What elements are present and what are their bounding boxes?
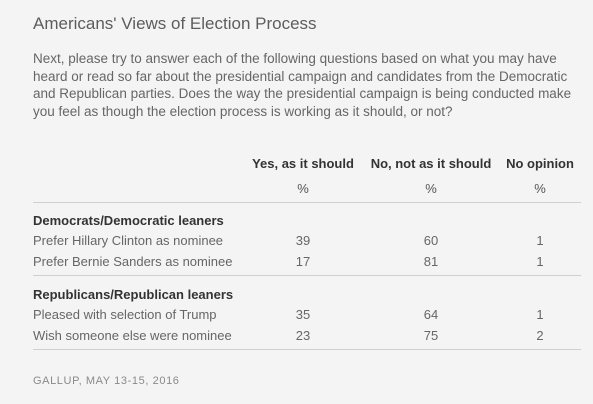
value-no: 81 <box>423 254 439 269</box>
divider <box>33 346 581 350</box>
value-no-opinion: 2 <box>536 328 544 343</box>
value-no-opinion: 1 <box>536 254 544 269</box>
value-no: 75 <box>423 328 439 343</box>
row-label: Wish someone else were nominee <box>33 328 232 343</box>
table-row: Prefer Bernie Sanders as nominee 17 81 1 <box>33 251 581 272</box>
group-label: Republicans/Republican leaners <box>33 286 234 302</box>
value-yes: 39 <box>295 233 311 248</box>
header-row: Yes, as it should No, not as it should N… <box>33 152 581 174</box>
units-row: % % % <box>33 174 581 203</box>
value-no-opinion: 1 <box>536 307 544 322</box>
value-yes: 23 <box>295 328 311 343</box>
units-label-cell <box>33 174 243 203</box>
row-label: Prefer Hillary Clinton as nominee <box>33 233 224 248</box>
header-no-opinion: No opinion <box>506 155 574 171</box>
value-no-opinion: 1 <box>536 233 544 248</box>
group-heading-democrats: Democrats/Democratic leaners <box>33 210 581 230</box>
header-no: No, not as it should <box>370 155 492 171</box>
unit-yes: % <box>243 174 363 203</box>
group-heading-republicans: Republicans/Republican leaners <box>33 284 581 304</box>
results-table: Yes, as it should No, not as it should N… <box>33 152 581 350</box>
unit-no: % <box>363 174 499 203</box>
header-label-cell <box>33 152 243 174</box>
spacer <box>33 203 581 211</box>
header-yes: Yes, as it should <box>252 155 354 171</box>
value-yes: 17 <box>295 254 311 269</box>
divider <box>33 272 581 276</box>
value-no: 60 <box>423 233 439 248</box>
value-no: 64 <box>423 307 439 322</box>
row-label: Pleased with selection of Trump <box>33 307 217 322</box>
value-yes: 35 <box>295 307 311 322</box>
spacer <box>33 276 581 285</box>
source-note: GALLUP, MAY 13-15, 2016 <box>33 375 180 387</box>
table-row: Pleased with selection of Trump 35 64 1 <box>33 304 581 325</box>
question-text: Next, please try to answer each of the f… <box>33 51 572 119</box>
row-label: Prefer Bernie Sanders as nominee <box>33 254 233 269</box>
group-label: Democrats/Democratic leaners <box>33 212 224 228</box>
unit-no-opinion: % <box>499 174 581 203</box>
table-row: Wish someone else were nominee 23 75 2 <box>33 325 581 346</box>
page-title: Americans' Views of Election Process <box>33 14 317 33</box>
table-row: Prefer Hillary Clinton as nominee 39 60 … <box>33 230 581 251</box>
